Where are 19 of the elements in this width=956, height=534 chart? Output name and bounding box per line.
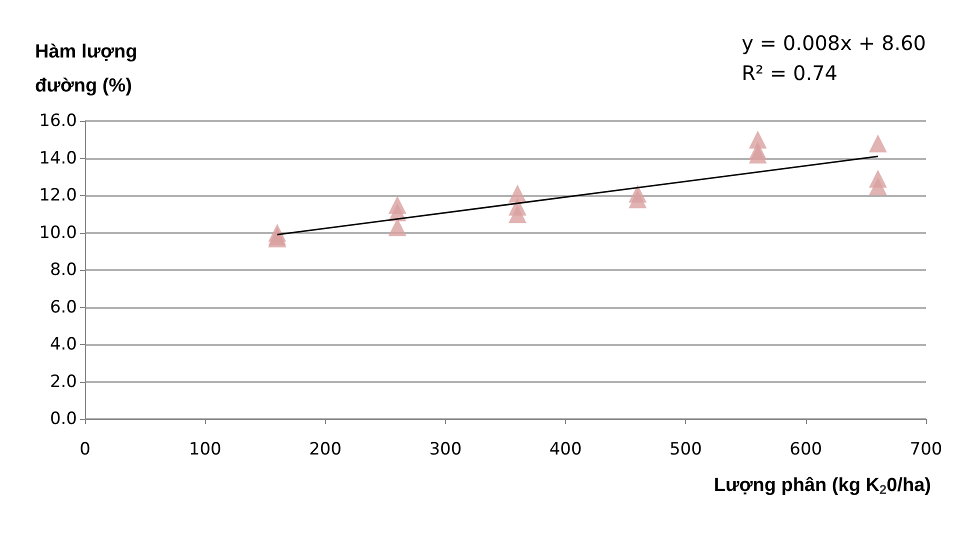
x-tick-label: 500 — [669, 440, 702, 460]
x-tick-label: 300 — [429, 440, 462, 460]
y-tick-label: 4.0 — [50, 334, 77, 354]
x-tick-label: 400 — [549, 440, 582, 460]
y-tick-label: 14.0 — [39, 148, 77, 168]
x-tick-label: 200 — [309, 440, 342, 460]
y-axis-title: Hàm lượng đường (%) — [35, 42, 138, 96]
y-tick-label: 8.0 — [50, 260, 77, 280]
y-tick-label: 2.0 — [50, 372, 77, 392]
x-tick-label: 100 — [188, 440, 222, 460]
x-tick-label: 700 — [910, 440, 942, 460]
y-tick-label: 10.0 — [39, 222, 77, 243]
x-tick-label: 0 — [80, 440, 90, 460]
y-tick-label: 16.0 — [39, 111, 77, 131]
y-tick-label: 12.0 — [39, 186, 77, 206]
y-tick-label: 0.0 — [50, 409, 77, 429]
x-tick-label: 600 — [790, 440, 822, 460]
text: y = 0.008x + 8.60 R² = 0.74 — [742, 31, 926, 85]
y-tick-label: 6.0 — [50, 297, 77, 318]
